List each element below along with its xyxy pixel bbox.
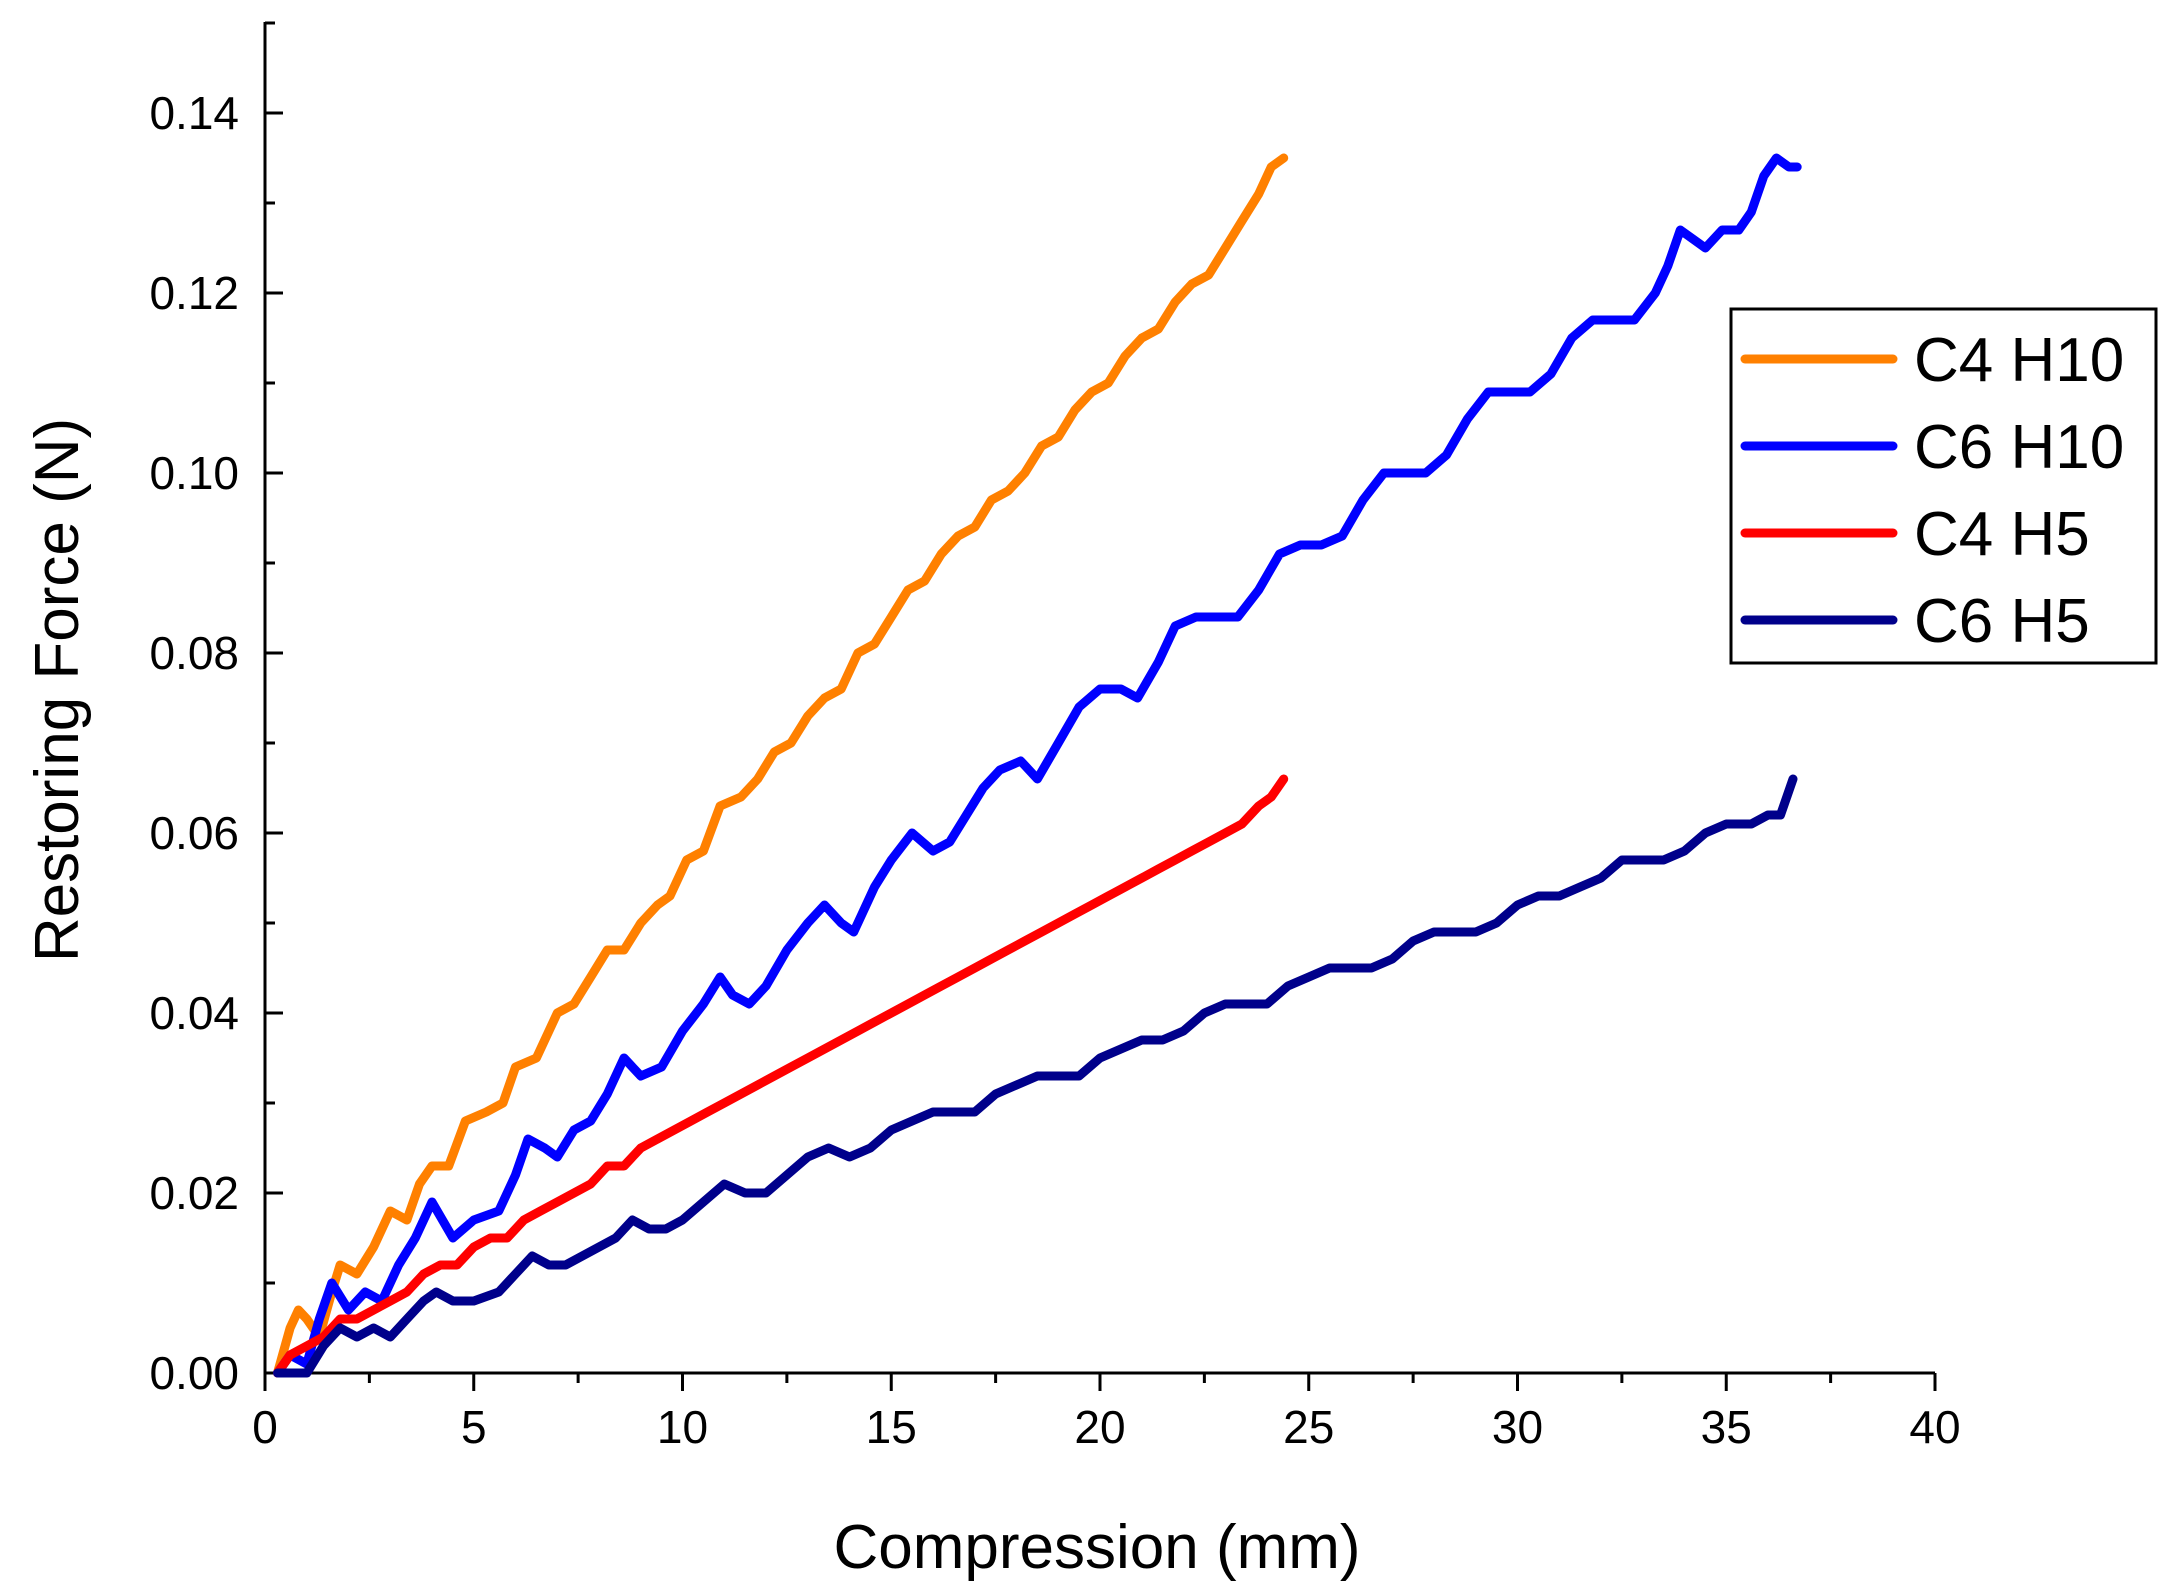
- series-line-c4-h5: [273, 774, 1289, 1378]
- series-layer: [273, 153, 1802, 1378]
- legend-label: C4 H10: [1914, 326, 2124, 395]
- y-tick-label: 0.10: [149, 447, 239, 499]
- x-tick-label: 5: [461, 1401, 487, 1453]
- x-tick-label: 25: [1283, 1401, 1334, 1453]
- x-tick-label: 10: [657, 1401, 708, 1453]
- x-tick-label: 35: [1701, 1401, 1752, 1453]
- x-axis-title: Compression (mm): [833, 1513, 1360, 1582]
- x-tick-label: 15: [866, 1401, 917, 1453]
- y-tick-label: 0.12: [149, 267, 239, 319]
- x-tick-label: 20: [1074, 1401, 1125, 1453]
- x-tick-label: 0: [252, 1401, 278, 1453]
- y-tick-label: 0.02: [149, 1167, 239, 1219]
- y-tick-label: 0.04: [149, 987, 239, 1039]
- legend-label: C4 H5: [1914, 500, 2090, 569]
- series-line-c6-h5: [273, 774, 1798, 1378]
- legend-box: [1729, 307, 2158, 665]
- legend-items: C4 H10 C6 H10 C4 H5 C6 H5: [1740, 326, 2124, 656]
- y-tick-label: 0.08: [149, 627, 239, 679]
- series-line-c4-h10: [273, 153, 1289, 1378]
- series-line-c6-h10: [273, 153, 1802, 1378]
- y-axis-title: Restoring Force (N): [23, 418, 92, 962]
- axes: 0 5 10 15 20 25 30 35 40 0.00 0.02 0.04 0.06 0.08 0.10…: [149, 21, 1961, 1453]
- x-tick-label: 30: [1492, 1401, 1543, 1453]
- legend: C4 H10 C6 H10 C4 H5 C6 H5: [1729, 307, 2158, 665]
- x-tick-label: 40: [1909, 1401, 1960, 1453]
- legend-label: C6 H5: [1914, 587, 2090, 656]
- y-tick-label: 0.06: [149, 807, 239, 859]
- y-tick-label: 0.14: [149, 87, 239, 139]
- legend-label: C6 H10: [1914, 413, 2124, 482]
- y-tick-label: 0.00: [149, 1347, 239, 1399]
